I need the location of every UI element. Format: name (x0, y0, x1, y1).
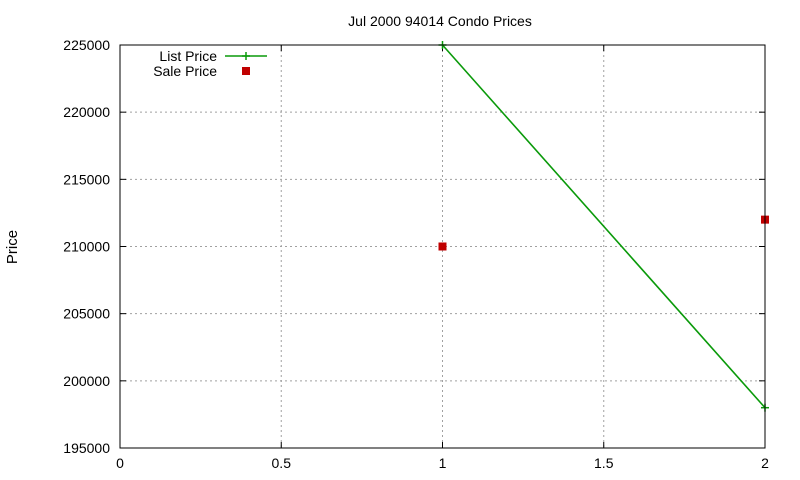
y-tick-label: 220000 (63, 104, 110, 120)
x-tick-label: 2 (761, 455, 769, 471)
chart-title: Jul 2000 94014 Condo Prices (348, 13, 532, 29)
series-line-list-price (441, 44, 766, 409)
y-tick-label: 205000 (63, 306, 110, 322)
legend-swatch-marker (242, 67, 250, 75)
y-tick-label: 210000 (63, 239, 110, 255)
legend-label: Sale Price (153, 63, 217, 79)
y-tick-label: 195000 (63, 440, 110, 456)
y-tick-label: 200000 (63, 373, 110, 389)
x-tick-label: 1 (439, 455, 447, 471)
legend-swatch-marker (242, 52, 250, 60)
plot-frame (119, 44, 766, 449)
data-point-sale-price (438, 242, 447, 251)
x-tick-label: 0 (116, 455, 124, 471)
x-tick-label: 1.5 (594, 455, 614, 471)
ticks: 0 0.5 1 1.5 2 195000 200000 205000 210000 215000 2… (63, 37, 769, 471)
y-tick-label: 215000 (63, 171, 110, 187)
y-tick-label: 225000 (63, 37, 110, 53)
y-axis-label: Price (4, 230, 21, 264)
legend-label: List Price (159, 48, 217, 64)
x-tick-label: 0.5 (272, 455, 292, 471)
